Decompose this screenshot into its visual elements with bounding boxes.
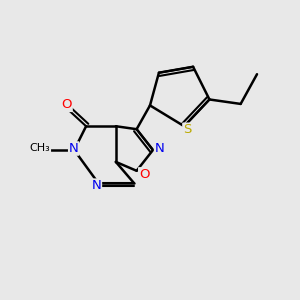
Text: S: S — [183, 123, 191, 136]
Text: N: N — [154, 142, 164, 155]
Text: N: N — [69, 142, 79, 155]
Text: N: N — [92, 179, 101, 192]
Text: O: O — [61, 98, 72, 111]
Text: O: O — [139, 168, 149, 181]
Text: CH₃: CH₃ — [30, 142, 50, 153]
